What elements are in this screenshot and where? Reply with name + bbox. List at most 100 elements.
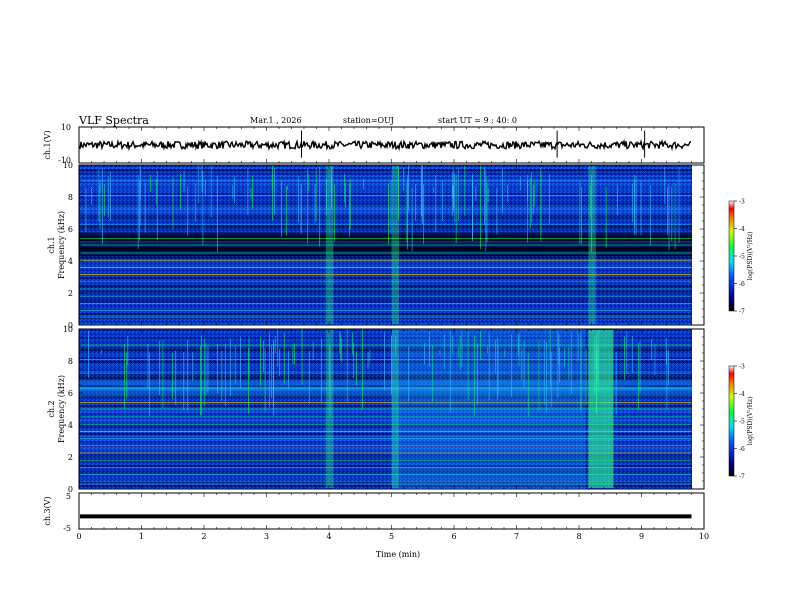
ch2-colorbar: -3 -4 -5 -6 -7 log(PSD)(V²/Hz) [728, 364, 754, 481]
freq-tick-label: 2 [68, 289, 73, 298]
spectrogram-row [79, 205, 692, 207]
colorbar-tick-label: -5 [739, 419, 745, 426]
colorbar-tick-label: -6 [739, 446, 745, 453]
x-tick-label: 8 [576, 532, 581, 541]
spectrogram-row [79, 245, 692, 247]
spectrogram-row [79, 165, 692, 167]
spectrogram-row [79, 293, 692, 295]
freq-tick-label: 2 [68, 453, 73, 462]
x-tick-label: 0 [76, 532, 81, 541]
spectrogram-row [79, 189, 692, 191]
ch1-spec-ylabel-line2: Frequency (kHz) [57, 211, 66, 279]
spectrogram-row [79, 441, 692, 443]
spectrogram-row [79, 277, 692, 279]
spectrogram-row [79, 447, 692, 449]
spectrogram-row [79, 351, 692, 353]
spectrogram-row [79, 421, 692, 423]
ch2-spectrogram-panel: 0 2 4 6 8 10 ch.2 Frequency (kHz) [47, 325, 705, 494]
spectrogram-row [79, 479, 692, 481]
spectrogram-row [79, 167, 692, 169]
spectrogram-row [79, 211, 692, 213]
spectrogram-row [79, 241, 692, 243]
spectrogram-row [79, 475, 692, 477]
spectrogram-row [79, 391, 692, 393]
spectrogram-row [79, 287, 692, 289]
spectrogram-row [79, 405, 692, 407]
spectrogram-row [79, 261, 692, 263]
spectrogram-row [79, 233, 692, 235]
colorbar-tick-label: -6 [739, 281, 745, 288]
spectrogram-row [79, 455, 692, 457]
broadband-burst [391, 166, 399, 324]
spectrogram-row [79, 197, 692, 199]
freq-tick-label: 8 [68, 357, 73, 366]
spectrogram-row [79, 409, 692, 411]
spectrogram-row [79, 361, 692, 363]
broadband-burst [588, 166, 596, 324]
spectrogram-row [79, 219, 692, 221]
broadband-burst [325, 330, 334, 488]
spectrogram-row [79, 275, 692, 277]
ch1-plot-area [78, 126, 705, 164]
freq-tick-label: 4 [68, 257, 73, 266]
spectrogram-row [79, 331, 692, 333]
spectrogram-row [79, 323, 692, 325]
spectrogram-row [79, 333, 692, 335]
spectrogram-row [79, 193, 692, 195]
spectrogram-row [79, 195, 692, 197]
spectrogram-row [79, 349, 692, 351]
spectrogram-row [79, 237, 692, 239]
spectrogram-row [79, 289, 692, 291]
spectrogram-row [79, 433, 692, 435]
spectrogram-row [79, 203, 692, 205]
spectrogram-row [79, 249, 692, 251]
colorbar-tick-label: -4 [739, 391, 745, 398]
spectrogram-row [79, 267, 692, 269]
spectrogram-row [79, 279, 692, 281]
x-tick-label: 7 [514, 532, 519, 541]
x-tick-label: 2 [201, 532, 206, 541]
ch3-ytick-bottom: -5 [63, 524, 71, 533]
broadband-burst [600, 330, 614, 488]
spectrogram-row [79, 215, 692, 217]
freq-tick-label: 8 [68, 193, 73, 202]
spectrogram-row [79, 431, 692, 433]
spectrogram-row [79, 453, 692, 455]
spectrogram-row [79, 439, 692, 441]
spectrogram-row [79, 307, 692, 309]
spectrogram-row [79, 265, 692, 267]
spectrogram-row [79, 311, 692, 313]
quiet-band [79, 232, 692, 257]
spectrogram-row [79, 437, 692, 439]
spectrogram-row [79, 337, 692, 339]
spectrogram-row [79, 347, 692, 349]
spectrogram-row [79, 393, 692, 395]
spectrogram-row [79, 221, 692, 223]
start-time-label: start UT = 9 : 40: 0 [438, 116, 517, 125]
spectrogram-row [79, 457, 692, 459]
spectrogram-row [79, 369, 692, 371]
spectrogram-row [79, 253, 692, 255]
spectrogram-row [79, 191, 692, 193]
spectrogram-row [79, 413, 692, 415]
x-tick-label: 9 [639, 532, 644, 541]
date-label: Mar.1 , 2026 [250, 116, 302, 125]
spectrogram-row [79, 309, 692, 311]
spectrogram-row [79, 485, 692, 487]
x-axis-label: Time (min) [376, 550, 420, 559]
spectrogram-row [79, 329, 692, 331]
spectrogram-row [79, 385, 692, 387]
spectrogram-row [79, 371, 692, 373]
ch1-trace-line [79, 138, 692, 152]
ch2-colorbar-label: log(PSD)(V²/Hz) [747, 397, 754, 446]
spectrogram-row [79, 463, 692, 465]
spectrogram-row [79, 397, 692, 399]
spectrogram-row [79, 297, 692, 299]
spectrogram-row [79, 411, 692, 413]
enhanced-region [391, 329, 586, 489]
spectrogram-row [79, 487, 692, 489]
spectrogram-row [79, 443, 692, 445]
x-tick-label: 1 [139, 532, 144, 541]
spectrogram-row [79, 171, 692, 173]
spectrogram-row [79, 461, 692, 463]
